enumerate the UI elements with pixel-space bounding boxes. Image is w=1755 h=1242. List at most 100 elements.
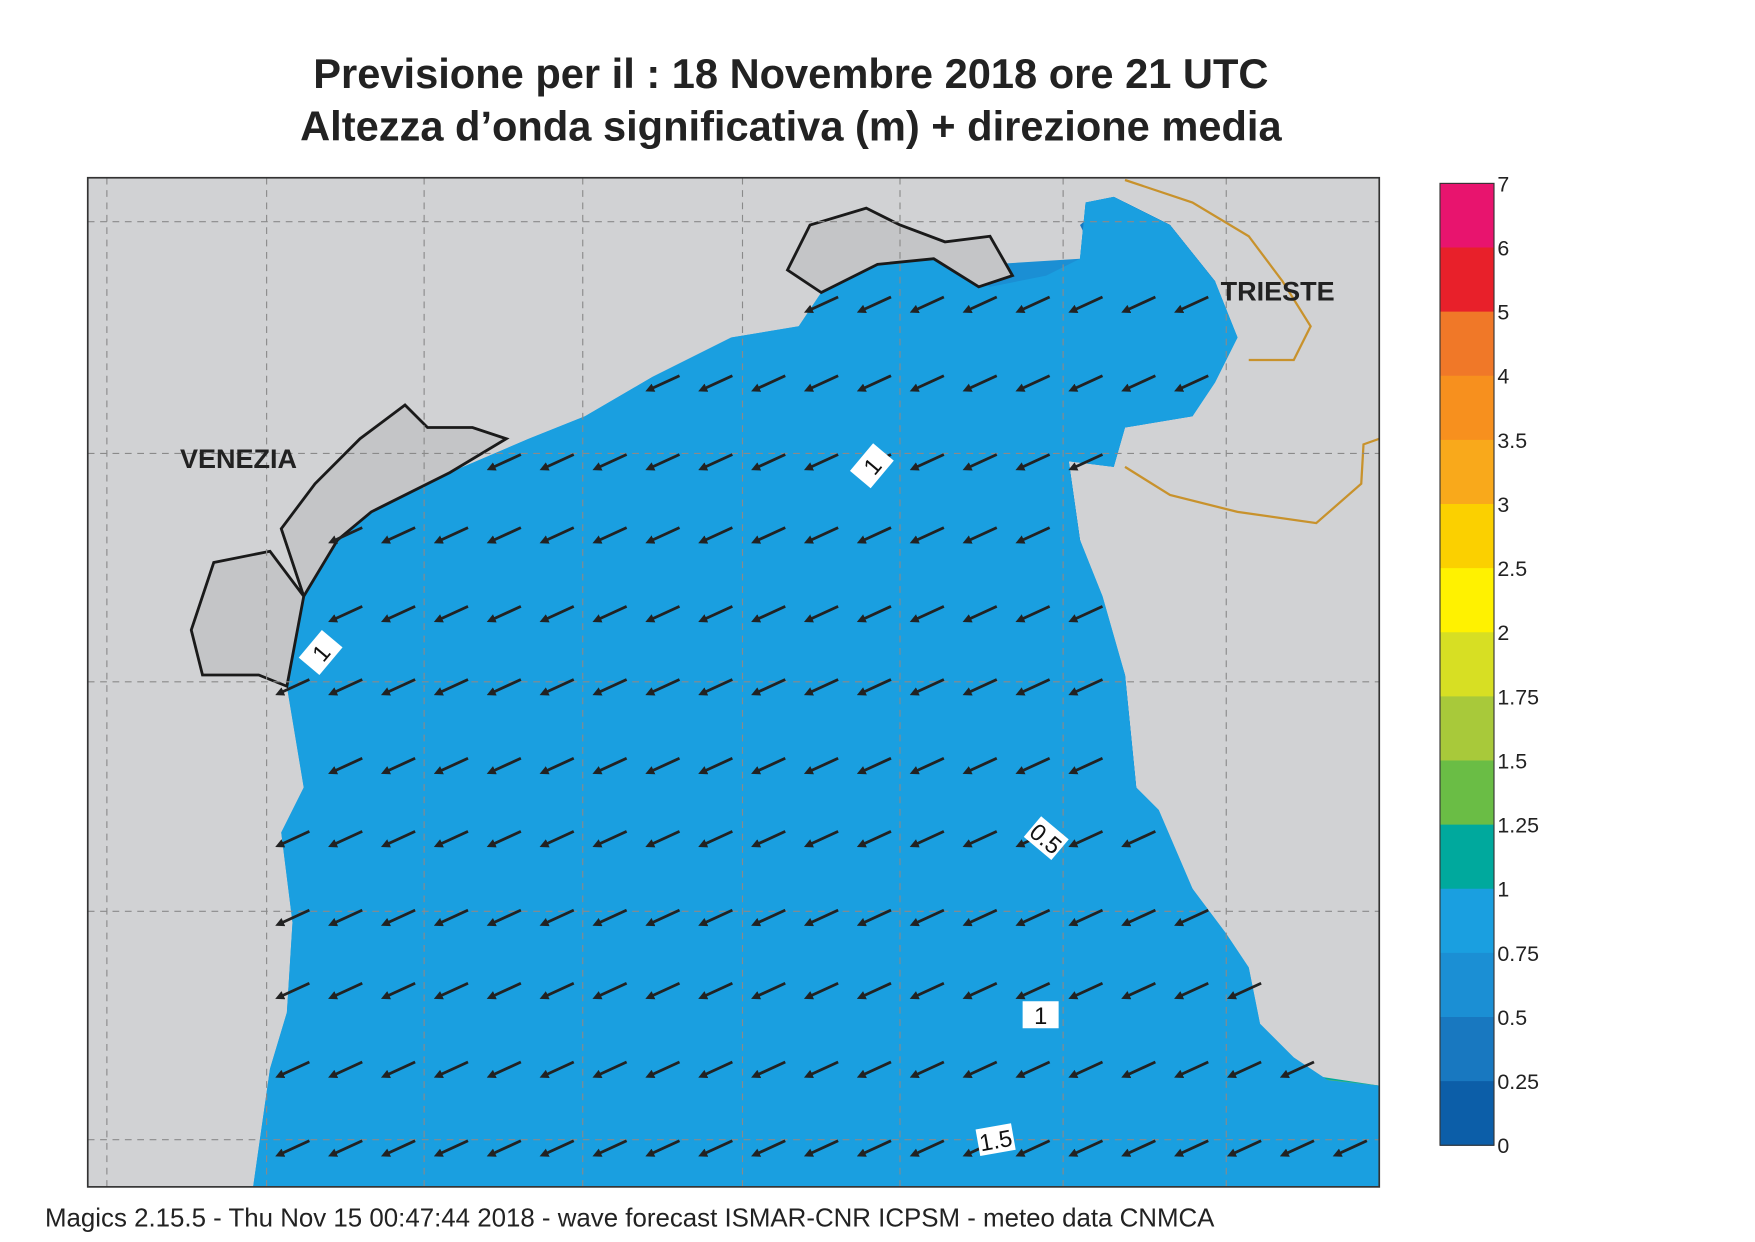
wave-arrow <box>433 1139 469 1157</box>
wave-arrow <box>486 908 522 927</box>
wave-arrow <box>433 526 469 544</box>
direction-arrows <box>275 295 1368 1157</box>
wave-arrow <box>751 678 786 696</box>
wave-arrow <box>856 1060 892 1078</box>
colorbar-frame <box>1439 182 1495 1146</box>
wave-arrow <box>328 756 363 775</box>
wave-arrow <box>486 830 522 848</box>
wave-arrow <box>486 678 522 696</box>
colorbar-label: 5 <box>1497 301 1509 325</box>
wave-arrow <box>275 908 310 927</box>
wave-arrow <box>1068 1139 1104 1157</box>
wave-arrow <box>1332 1139 1368 1157</box>
wave-arrow <box>803 830 839 848</box>
wave-arrow <box>1121 1060 1156 1078</box>
colorbar-swatch <box>1440 247 1494 313</box>
colorbar-label: 3 <box>1497 493 1509 517</box>
colorbar-label: 1.5 <box>1497 749 1527 773</box>
colorbar-swatch <box>1440 952 1494 1018</box>
wave-arrow <box>486 1139 522 1157</box>
wave-arrow <box>592 830 628 848</box>
wave-arrow <box>1121 908 1156 927</box>
wave-arrow <box>1015 678 1051 696</box>
wave-arrow <box>856 1139 892 1157</box>
border <box>1124 178 1380 525</box>
wave-arrow <box>1174 981 1209 1000</box>
land-shape <box>785 206 1015 295</box>
wave-arrow <box>856 830 892 848</box>
wave-arrow <box>1068 453 1104 471</box>
wave-arrow <box>1068 908 1104 927</box>
wave-arrow <box>1121 1139 1156 1157</box>
city-label: VENEZIA <box>180 444 297 474</box>
wave-arrow <box>380 1060 416 1078</box>
wave-arrow <box>962 1060 998 1078</box>
wave-arrow <box>592 908 628 927</box>
wave-arrow <box>751 526 786 544</box>
wave-arrow <box>1068 678 1104 696</box>
wave-arrow <box>1015 453 1051 471</box>
wave-arrow <box>380 678 416 696</box>
wave-arrow <box>1068 1060 1104 1078</box>
wave-arrow <box>856 756 892 775</box>
wave-arrow <box>645 526 681 544</box>
wave-arrow <box>592 1060 628 1078</box>
wave-arrow <box>275 981 310 1000</box>
wave-arrow <box>645 908 681 927</box>
map-frame <box>86 176 1381 1188</box>
wave-arrow <box>433 981 469 1000</box>
wave-arrow <box>803 1060 839 1078</box>
map: 110.511.5 VENEZIA TRIESTE <box>87 177 1380 1187</box>
wave-arrow <box>909 981 945 1000</box>
colorbar-swatch <box>1440 760 1494 826</box>
wave-arrow <box>433 756 469 775</box>
wave-arrow <box>486 756 522 775</box>
wave-arrow <box>539 1060 575 1078</box>
wave-arrow <box>962 374 998 392</box>
wave-arrow <box>803 678 839 696</box>
wave-arrow <box>380 605 416 623</box>
wave-arrow <box>698 830 733 848</box>
wave-arrow <box>962 526 998 544</box>
wave-arrow <box>1068 981 1104 1000</box>
colorbar-swatch <box>1440 888 1494 954</box>
colorbar-label: 4 <box>1497 365 1509 389</box>
wave-arrow <box>909 605 945 623</box>
wave-arrow <box>275 678 310 696</box>
wave-arrow <box>1174 908 1209 927</box>
wave-arrow <box>645 830 681 848</box>
wave-arrow <box>751 605 786 623</box>
wave-arrow <box>1174 1060 1209 1078</box>
wave-arrow <box>856 981 892 1000</box>
wave-arrow <box>328 1139 363 1157</box>
colorbar-label: 1.25 <box>1497 814 1539 838</box>
colorbar-label: 1.75 <box>1497 685 1539 709</box>
wave-arrow <box>486 1060 522 1078</box>
wave-arrow <box>486 605 522 623</box>
wave-arrow <box>328 1060 363 1078</box>
wave-arrow <box>1068 756 1104 775</box>
wave-arrow <box>962 678 998 696</box>
title-line: Altezza d’onda significativa (m) + direz… <box>300 103 1282 150</box>
wave-arrow <box>539 981 575 1000</box>
wave-arrow <box>962 908 998 927</box>
colorbar-swatch <box>1440 824 1494 890</box>
wave-arrow <box>645 374 681 392</box>
wave-arrow <box>751 830 786 848</box>
wave-arrow <box>433 1060 469 1078</box>
wave-arrow <box>433 605 469 623</box>
wave-arrow <box>698 981 733 1000</box>
wave-arrow <box>1174 1139 1209 1157</box>
wave-arrow <box>698 1139 733 1157</box>
wave-arrow <box>962 605 998 623</box>
colorbar-swatch <box>1440 183 1494 249</box>
wave-arrow <box>275 830 310 848</box>
city-label: TRIESTE <box>1221 276 1335 306</box>
colorbar-swatch <box>1440 439 1494 505</box>
wave-arrow <box>645 453 681 471</box>
wave-arrow <box>539 678 575 696</box>
wave-arrow <box>592 678 628 696</box>
wave-arrow <box>803 981 839 1000</box>
wave-arrow <box>380 908 416 927</box>
